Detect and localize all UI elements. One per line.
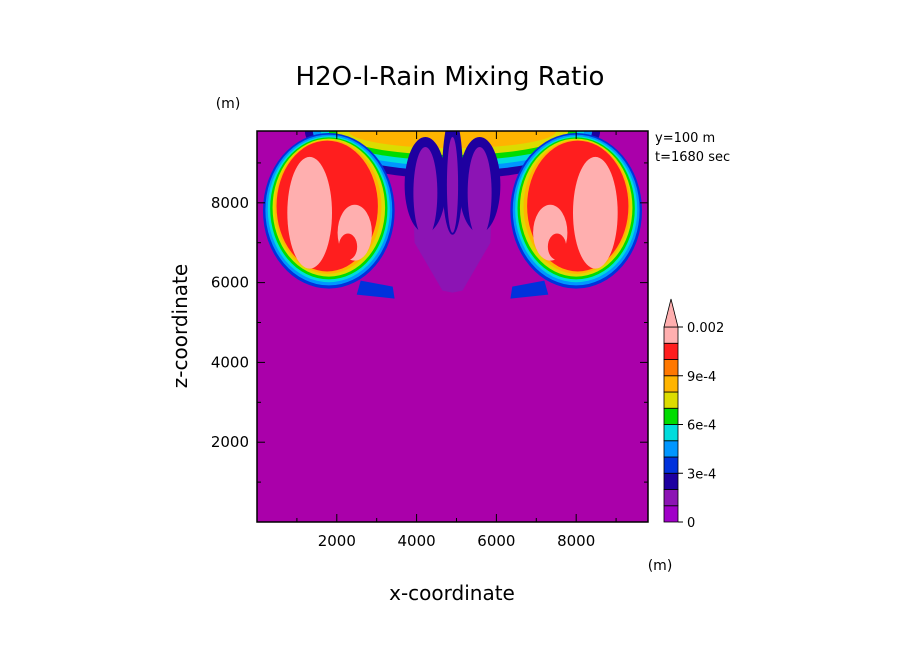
colorbar-swatch xyxy=(663,456,679,474)
colorbar-swatch xyxy=(663,407,679,425)
colorbar-extend-arrow xyxy=(663,298,679,328)
colorbar-swatch xyxy=(663,424,679,442)
field-lobe-b xyxy=(467,146,492,239)
plot-area xyxy=(257,131,648,522)
field-ledge-mirror xyxy=(510,280,549,299)
colorbar-swatch xyxy=(663,472,679,490)
y-unit-label: (m) xyxy=(216,96,241,112)
annotation-t: t=1680 sec xyxy=(655,150,730,165)
plot-frame xyxy=(256,130,649,523)
x-unit-label: (m) xyxy=(648,558,673,574)
colorbar-tick-label: 0.002 xyxy=(687,321,724,336)
y-tick-label: 8000 xyxy=(211,194,249,212)
colorbar-swatch xyxy=(663,440,679,458)
colorbar-swatch xyxy=(663,375,679,393)
chart-title: H2O-l-Rain Mixing Ratio xyxy=(296,62,605,92)
colorbar-swatch xyxy=(663,391,679,409)
x-axis-label: x-coordinate xyxy=(389,581,515,605)
field-rotor-pink-mirror xyxy=(572,156,618,269)
x-tick-label: 4000 xyxy=(397,532,435,550)
colorbar-tick-label: 3e-4 xyxy=(687,467,716,482)
contour-fields xyxy=(262,131,643,299)
colorbar-swatch xyxy=(663,342,679,360)
annotation-y: y=100 m xyxy=(655,131,715,146)
x-tick-label: 8000 xyxy=(557,532,595,550)
colorbar-swatch xyxy=(663,326,679,344)
y-tick-label: 6000 xyxy=(211,274,249,292)
colorbar: 0 3e-4 6e-4 9e-4 0.002 xyxy=(663,298,724,531)
field-lobe-a xyxy=(413,146,438,239)
field-center-core xyxy=(446,136,459,233)
field-rotor-pink xyxy=(287,156,333,269)
field-ledge xyxy=(356,280,395,299)
colorbar-tick-label: 9e-4 xyxy=(687,370,716,385)
axes: 2000 4000 6000 8000 2000 4000 6000 8000 xyxy=(211,131,648,550)
field-rotor-core-mirror xyxy=(547,233,567,260)
field-rotor-core xyxy=(338,233,358,260)
colorbar-tick-label: 0 xyxy=(687,516,695,531)
x-tick-label: 2000 xyxy=(318,532,356,550)
x-tick-label: 6000 xyxy=(477,532,515,550)
y-tick-label: 4000 xyxy=(211,353,249,371)
colorbar-swatch xyxy=(663,359,679,377)
y-axis-label: z-coordinate xyxy=(168,264,192,388)
y-tick-label: 2000 xyxy=(211,433,249,451)
colorbar-tick-label: 6e-4 xyxy=(687,419,716,434)
colorbar-swatch xyxy=(663,505,679,523)
colorbar-swatch xyxy=(663,489,679,507)
